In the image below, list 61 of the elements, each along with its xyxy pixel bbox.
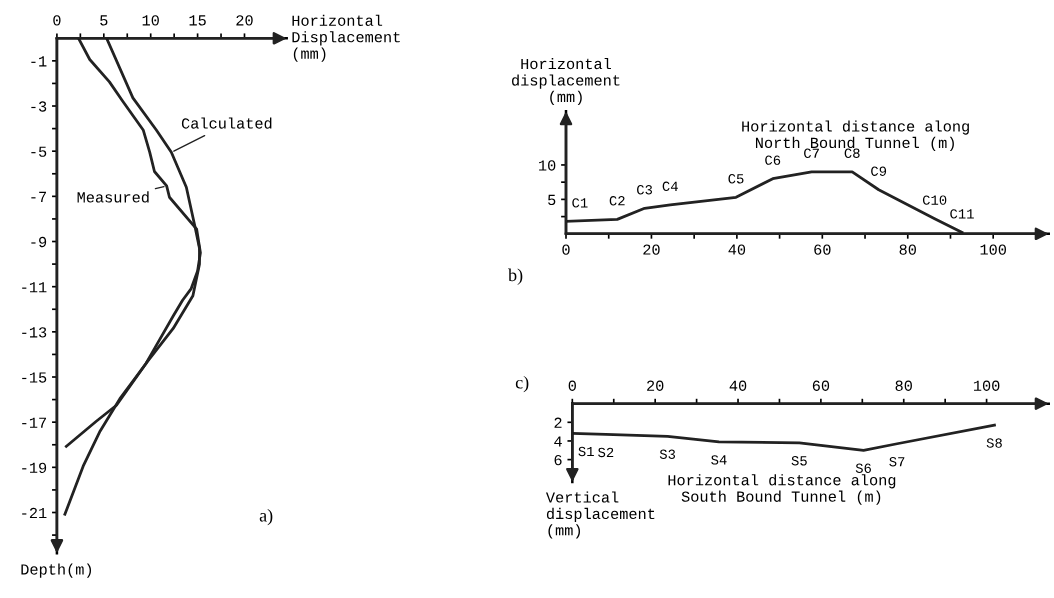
x-tick-label: 0 <box>53 15 61 26</box>
x-tick-label: 20 <box>643 244 660 255</box>
x-axis-title: Horizontal distance along South Bound Tunnel (m) <box>668 474 896 505</box>
legend-label: Measured <box>77 191 149 203</box>
annotation: C3 <box>637 185 653 195</box>
x-tick-label: 0 <box>568 380 576 391</box>
annotation: C1 <box>572 198 588 208</box>
y-tick-label: 2 <box>554 417 562 428</box>
y-tick-label: -21 <box>22 507 47 519</box>
annotation: C10 <box>922 195 947 205</box>
y-tick-label: 4 <box>554 436 562 447</box>
x-tick-label: 20 <box>647 380 664 391</box>
y-tick-label: -17 <box>22 417 46 428</box>
x-tick-label: 10 <box>142 15 159 26</box>
y-axis-title: Vertical displacement (mm) <box>545 491 655 539</box>
text: c) <box>515 375 529 393</box>
annotation: C8 <box>844 148 860 158</box>
y-tick-label: -3 <box>31 101 47 112</box>
x-tick-label: 0 <box>562 244 570 255</box>
y-axis-title: Depth(m) <box>21 563 92 578</box>
x-tick-label: 5 <box>100 15 108 26</box>
y-tick-label: -1 <box>31 56 47 67</box>
annotation: C4 <box>662 181 678 192</box>
y-tick-label: -9 <box>31 236 47 248</box>
annotation: S6 <box>855 463 871 473</box>
annotation: S7 <box>889 457 905 467</box>
x-tick-label: 40 <box>728 244 746 255</box>
y-tick-label: -15 <box>22 372 47 383</box>
text: b) <box>508 268 523 285</box>
x-axis-title: Horizontal Displacement (mm) <box>292 14 400 62</box>
x-tick-label: 100 <box>973 380 1000 391</box>
y-tick-label: -19 <box>22 462 47 474</box>
y-tick-label: -11 <box>22 282 47 293</box>
x-tick-label: 60 <box>814 244 831 255</box>
annotation: C2 <box>609 196 625 206</box>
annotation: C6 <box>765 155 781 165</box>
x-tick-label: 100 <box>980 244 1007 255</box>
x-tick-label: 40 <box>729 380 747 391</box>
annotation: C9 <box>871 166 887 176</box>
x-tick-label: 80 <box>899 244 916 255</box>
x-tick-label: 20 <box>236 15 253 26</box>
y-axis-title: Horizontal displacement (mm) <box>512 57 620 106</box>
y-tick-label: -5 <box>31 146 47 157</box>
annotation: C5 <box>728 174 744 184</box>
annotation: S5 <box>791 456 807 466</box>
y-tick-label: -7 <box>31 191 46 202</box>
annotation: a) <box>259 508 273 526</box>
annotation: C11 <box>950 209 974 219</box>
y-tick-label: -13 <box>22 327 47 338</box>
annotation: S2 <box>598 447 614 458</box>
x-tick-label: 80 <box>895 380 912 391</box>
annotation: S3 <box>659 449 676 459</box>
annotation: S1 <box>578 446 594 457</box>
y-tick-label: 5 <box>548 194 556 206</box>
series-label: Calculated <box>181 117 272 129</box>
y-tick-label: 6 <box>554 454 562 466</box>
annotation: S8 <box>986 438 1002 448</box>
annotation: S4 <box>711 455 727 465</box>
x-tick-label: 15 <box>189 15 206 26</box>
x-tick-label: 60 <box>812 380 830 391</box>
y-tick-label: 10 <box>539 160 556 171</box>
